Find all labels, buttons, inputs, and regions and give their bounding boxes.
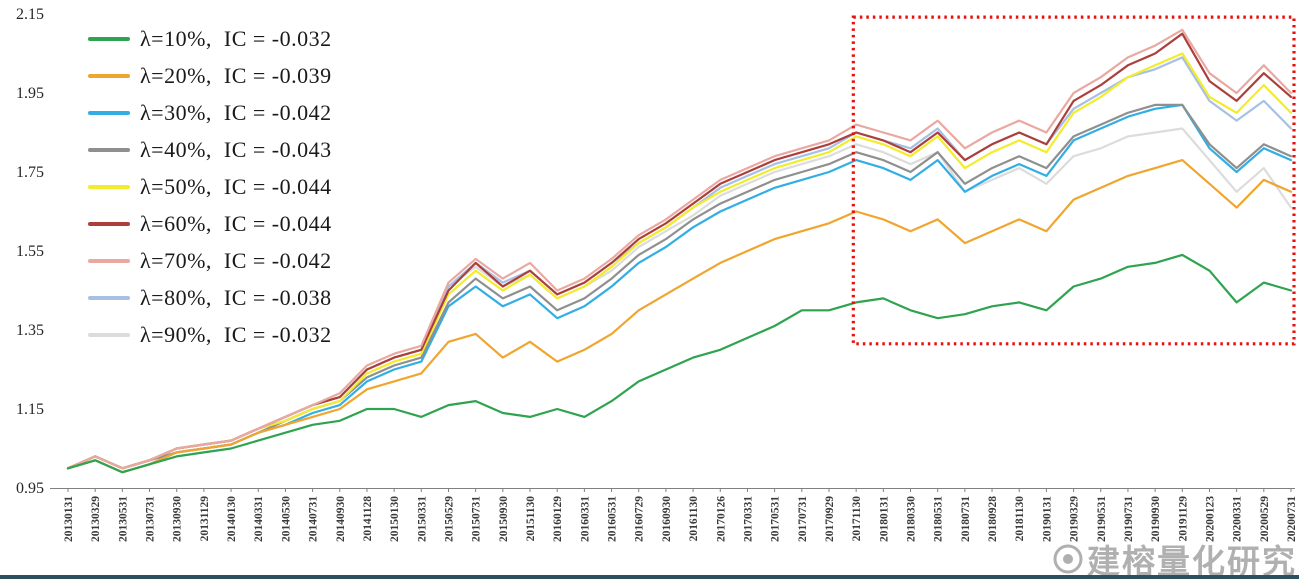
y-tick-label: 1.35 xyxy=(16,322,44,339)
x-tick-label: 20160729 xyxy=(634,496,646,542)
x-tick-label: 20140731 xyxy=(308,496,320,542)
x-tick-label: 20140331 xyxy=(253,496,265,542)
x-tick-label: 20160930 xyxy=(661,496,673,542)
x-tick-label: 20190131 xyxy=(1041,496,1053,542)
x-tick-label: 20130329 xyxy=(90,496,102,542)
series-line-70pct xyxy=(66,28,1293,470)
x-tick-label: 20151130 xyxy=(525,496,537,542)
x-tick-label: 20200123 xyxy=(1204,496,1216,542)
x-tick-label: 20150331 xyxy=(416,496,428,542)
y-tick-label: 0.95 xyxy=(16,480,44,497)
x-tick-label: 20130731 xyxy=(145,496,157,542)
x-tick-label: 20160531 xyxy=(607,496,619,542)
legend-item: λ=90%, IC = -0.032 xyxy=(88,316,332,353)
legend-swatch-icon xyxy=(88,36,130,41)
x-tick-label: 20150731 xyxy=(471,496,483,542)
chart-legend: λ=10%, IC = -0.032 λ=20%, IC = -0.039 λ=30… xyxy=(88,20,332,353)
legend-item: λ=80%, IC = -0.038 xyxy=(88,279,332,316)
legend-label: λ=90%, IC = -0.032 xyxy=(140,321,332,347)
legend-item: λ=60%, IC = -0.044 xyxy=(88,205,332,242)
legend-item: λ=40%, IC = -0.043 xyxy=(88,131,332,168)
series-line-20pct xyxy=(66,159,1293,474)
x-tick-label: 20140530 xyxy=(280,496,292,542)
x-tick-label: 20131129 xyxy=(199,496,211,542)
x-tick-label: 20150130 xyxy=(389,496,401,542)
y-tick-label: 2.15 xyxy=(16,6,44,23)
legend-item: λ=20%, IC = -0.039 xyxy=(88,57,332,94)
legend-item: λ=30%, IC = -0.042 xyxy=(88,94,332,131)
x-tick-label: 20190329 xyxy=(1069,496,1081,542)
x-tick-label: 20170331 xyxy=(742,496,754,542)
legend-label: λ=50%, IC = -0.044 xyxy=(140,173,332,199)
x-tick-label: 20170531 xyxy=(770,496,782,542)
x-tick-label: 20170929 xyxy=(824,496,836,542)
x-tick-label: 20170731 xyxy=(797,496,809,542)
x-tick-label: 20190930 xyxy=(1150,496,1162,542)
legend-label: λ=70%, IC = -0.042 xyxy=(140,247,332,273)
series-line-50pct xyxy=(66,52,1293,470)
x-tick-label: 20200331 xyxy=(1232,496,1244,542)
x-tick-label: 20140930 xyxy=(335,496,347,542)
x-tick-label: 20130930 xyxy=(172,496,184,542)
legend-label: λ=10%, IC = -0.032 xyxy=(140,25,332,51)
x-tick-label: 20180928 xyxy=(987,496,999,542)
legend-swatch-icon xyxy=(88,73,130,78)
x-tick-label: 20190531 xyxy=(1096,496,1108,542)
x-tick-label: 20181130 xyxy=(1014,496,1026,542)
x-tick-label: 20160129 xyxy=(552,496,564,542)
x-tick-label: 20130531 xyxy=(117,496,129,542)
x-tick-label: 20150529 xyxy=(443,496,455,542)
y-tick-label: 1.55 xyxy=(16,243,44,260)
x-tick-label: 20160331 xyxy=(579,496,591,542)
legend-swatch-icon xyxy=(88,147,130,152)
y-tick-label: 1.95 xyxy=(16,85,44,102)
x-tick-label: 20171130 xyxy=(851,496,863,542)
legend-swatch-icon xyxy=(88,332,130,337)
x-tick-label: 20190731 xyxy=(1123,496,1135,542)
x-tick-label: 20200529 xyxy=(1259,496,1271,542)
x-tick-label: 20180131 xyxy=(878,496,890,542)
x-tick-label: 20140130 xyxy=(226,496,238,542)
legend-swatch-icon xyxy=(88,295,130,300)
legend-item: λ=50%, IC = -0.044 xyxy=(88,168,332,205)
x-tick-label: 20200731 xyxy=(1286,496,1298,542)
legend-item: λ=10%, IC = -0.032 xyxy=(88,20,332,57)
y-tick-label: 1.75 xyxy=(16,164,44,181)
x-tick-label: 20161130 xyxy=(688,496,700,542)
legend-swatch-icon xyxy=(88,110,130,115)
x-tick-label: 20191129 xyxy=(1177,496,1189,542)
legend-swatch-icon xyxy=(88,184,130,189)
legend-swatch-icon xyxy=(88,258,130,263)
x-tick-label: 20150930 xyxy=(498,496,510,542)
legend-label: λ=60%, IC = -0.044 xyxy=(140,210,332,236)
legend-label: λ=20%, IC = -0.039 xyxy=(140,62,332,88)
x-tick-label: 20170126 xyxy=(715,496,727,542)
x-tick-label: 20180731 xyxy=(960,496,972,542)
legend-label: λ=80%, IC = -0.038 xyxy=(140,284,332,310)
legend-swatch-icon xyxy=(88,221,130,226)
legend-item: λ=70%, IC = -0.042 xyxy=(88,242,332,279)
x-tick-label: 20180531 xyxy=(933,496,945,542)
bottom-accent-bar xyxy=(0,575,1299,579)
series-line-10pct xyxy=(66,253,1293,474)
x-tick-label: 20141128 xyxy=(362,496,374,542)
legend-label: λ=30%, IC = -0.042 xyxy=(140,99,332,125)
series-line-40pct xyxy=(66,103,1293,470)
x-tick-label: 20180330 xyxy=(906,496,918,542)
y-tick-label: 1.15 xyxy=(16,401,44,418)
legend-label: λ=40%, IC = -0.043 xyxy=(140,136,332,162)
x-tick-label: 20130131 xyxy=(63,496,75,542)
